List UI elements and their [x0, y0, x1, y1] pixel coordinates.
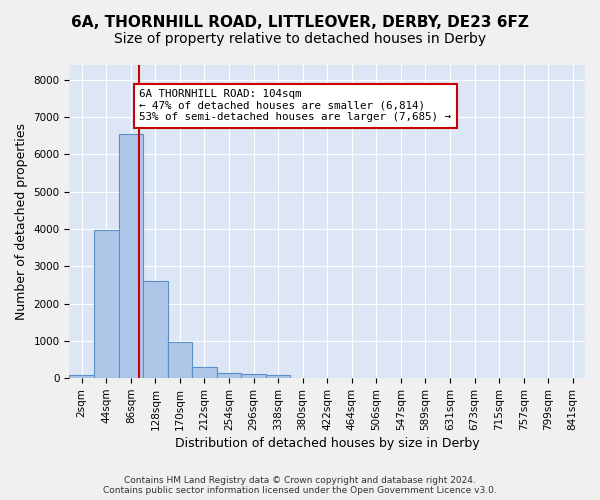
Text: Contains HM Land Registry data © Crown copyright and database right 2024.
Contai: Contains HM Land Registry data © Crown c… — [103, 476, 497, 495]
Text: 6A, THORNHILL ROAD, LITTLEOVER, DERBY, DE23 6FZ: 6A, THORNHILL ROAD, LITTLEOVER, DERBY, D… — [71, 15, 529, 30]
Bar — [94, 230, 119, 378]
Bar — [266, 375, 290, 378]
Bar — [119, 134, 143, 378]
Bar — [192, 366, 217, 378]
Bar — [143, 280, 167, 378]
Bar — [70, 375, 94, 378]
X-axis label: Distribution of detached houses by size in Derby: Distribution of detached houses by size … — [175, 437, 479, 450]
Bar — [241, 374, 266, 378]
Text: 6A THORNHILL ROAD: 104sqm
← 47% of detached houses are smaller (6,814)
53% of se: 6A THORNHILL ROAD: 104sqm ← 47% of detac… — [139, 89, 451, 122]
Text: Size of property relative to detached houses in Derby: Size of property relative to detached ho… — [114, 32, 486, 46]
Y-axis label: Number of detached properties: Number of detached properties — [15, 123, 28, 320]
Bar — [217, 373, 241, 378]
Bar — [167, 342, 192, 378]
